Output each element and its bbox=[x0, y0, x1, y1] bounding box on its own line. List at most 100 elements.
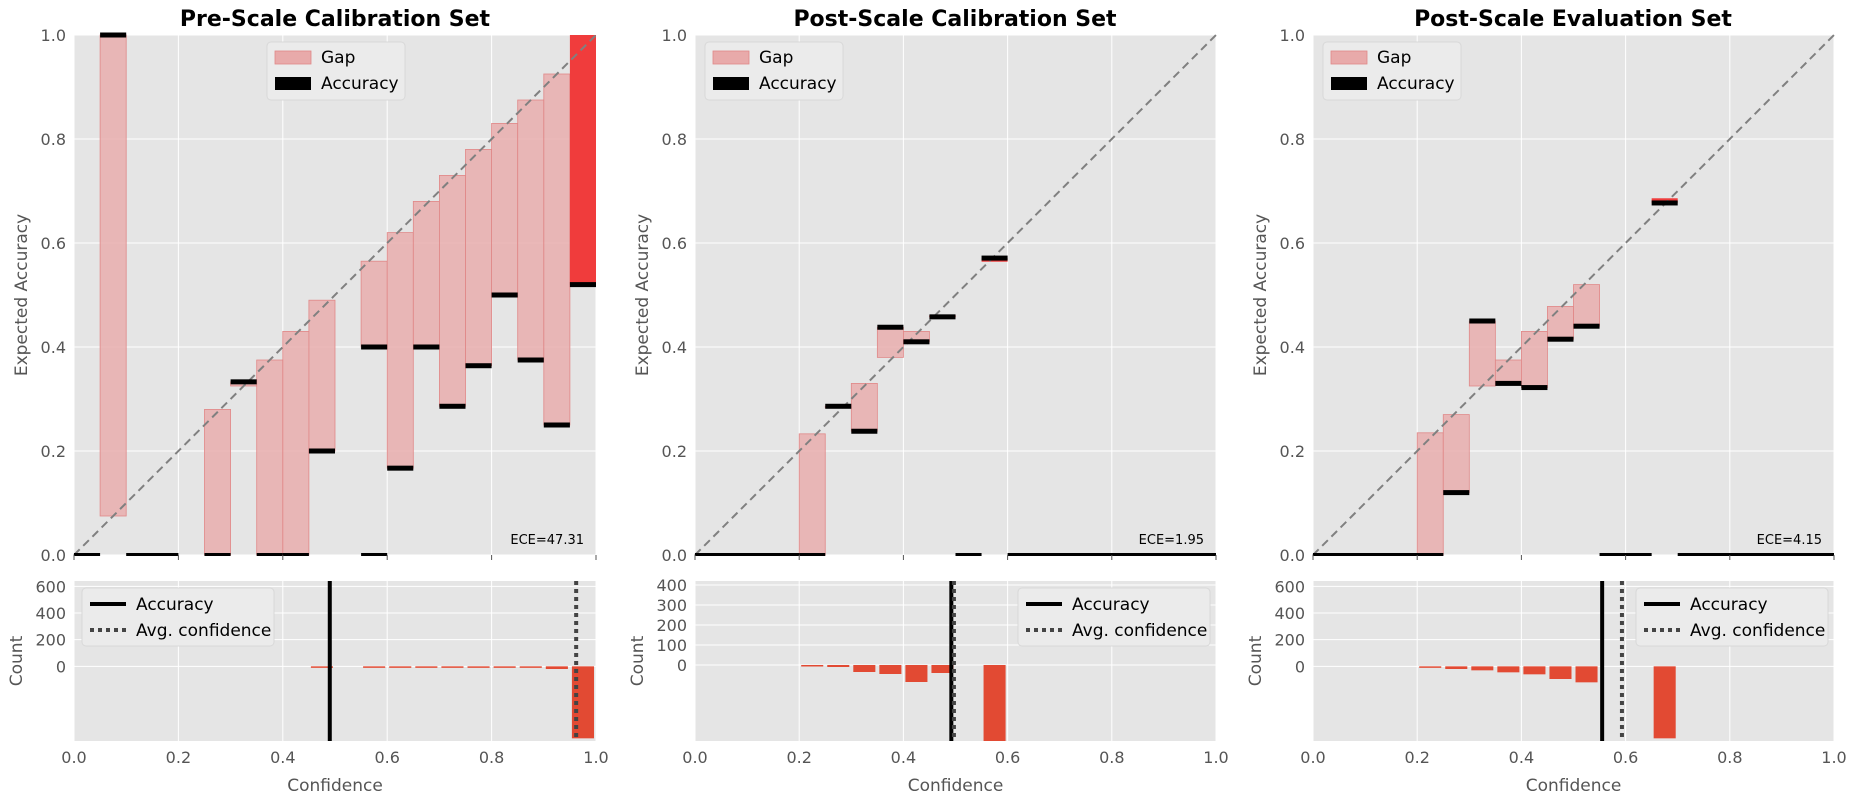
panel-1: Pre-Scale Calibration Set 0.0 0.2 0.4 0.6 0.8… bbox=[7, 7, 609, 796]
legend-accuracy-label: Accuracy bbox=[1690, 595, 1768, 615]
histogram-bar bbox=[827, 665, 850, 667]
y-tick-label: 0.2 bbox=[662, 442, 687, 461]
histogram-y-tick-label: 600 bbox=[1274, 577, 1305, 596]
histogram-bar bbox=[1549, 666, 1572, 679]
accuracy-marker bbox=[100, 32, 127, 38]
ece-label: ECE=4.15 bbox=[1757, 533, 1822, 548]
accuracy-marker-zero bbox=[74, 553, 101, 556]
histogram-bar bbox=[1445, 666, 1468, 669]
accuracy-marker bbox=[361, 344, 388, 350]
x-tick-label: 0.8 bbox=[1717, 748, 1742, 767]
accuracy-marker bbox=[569, 282, 596, 288]
accuracy-marker-zero bbox=[1599, 553, 1652, 556]
histogram-y-tick-label: 200 bbox=[1274, 631, 1305, 650]
histogram-y-tick-label: 0 bbox=[677, 656, 687, 675]
gap-bar bbox=[204, 408, 232, 556]
histogram-bar bbox=[1575, 666, 1598, 683]
legend-gap-swatch bbox=[712, 50, 750, 65]
accuracy-marker-zero bbox=[955, 553, 982, 556]
legend-accuracy-swatch bbox=[275, 77, 311, 90]
legend-accuracy-label: Accuracy bbox=[136, 595, 214, 615]
accuracy-marker bbox=[256, 553, 283, 556]
legend-top: Gap Accuracy bbox=[1322, 41, 1462, 101]
accuracy-marker bbox=[465, 363, 492, 369]
legend-histogram: Accuracy Avg. confidence bbox=[81, 587, 275, 647]
histogram-bar bbox=[415, 666, 438, 668]
x-tick-label: 0.8 bbox=[1099, 748, 1124, 767]
chart-title: Post-Scale Evaluation Set bbox=[1414, 7, 1732, 32]
accuracy-marker bbox=[1469, 318, 1496, 324]
x-tick-label: 0.6 bbox=[1613, 748, 1638, 767]
gap-bar bbox=[1416, 432, 1444, 556]
accuracy-marker bbox=[877, 324, 904, 330]
x-tick-label: 0.6 bbox=[995, 748, 1020, 767]
histogram-bar bbox=[1653, 666, 1676, 739]
gap-bar bbox=[876, 326, 904, 358]
legend-accuracy-label: Accuracy bbox=[1072, 595, 1150, 615]
accuracy-marker bbox=[1573, 323, 1600, 329]
accuracy-marker bbox=[981, 255, 1008, 261]
gap-bar bbox=[543, 73, 571, 426]
histogram-y-tick-label: 100 bbox=[656, 636, 687, 655]
y-axis-label: Expected Accuracy bbox=[12, 214, 32, 376]
y-tick-label: 0.6 bbox=[662, 234, 687, 253]
y-axis-label: Expected Accuracy bbox=[1251, 214, 1271, 376]
y-tick-label: 0.4 bbox=[1280, 338, 1305, 357]
histogram-bar bbox=[1523, 666, 1546, 675]
panel-3: Post-Scale Evaluation Set 0.0 0.2 0.4 0.6 0.8… bbox=[1246, 7, 1847, 796]
gap-bar bbox=[1573, 284, 1600, 327]
histogram-bar bbox=[441, 666, 464, 668]
y-tick-label: 0.8 bbox=[1280, 130, 1305, 149]
gap-bar bbox=[386, 232, 414, 469]
y-tick-label: 0.6 bbox=[1280, 234, 1305, 253]
x-axis-label: Confidence bbox=[1526, 776, 1622, 796]
legend-box bbox=[1017, 587, 1211, 647]
perfect-calibration-diagonal bbox=[73, 34, 597, 556]
legend-box bbox=[81, 587, 275, 647]
gap-bar bbox=[438, 174, 466, 407]
x-tick-label: 0.8 bbox=[479, 748, 504, 767]
accuracy-marker bbox=[387, 465, 414, 471]
accuracy-marker bbox=[230, 379, 257, 385]
y-tick-label: 0.8 bbox=[41, 130, 66, 149]
gap-bar bbox=[1547, 306, 1574, 340]
accuracy-marker bbox=[282, 553, 309, 556]
histogram-bar bbox=[545, 666, 568, 669]
accuracy-marker bbox=[1495, 380, 1522, 386]
gap-bar bbox=[465, 148, 493, 367]
legend-gap-swatch bbox=[274, 50, 312, 65]
legend-histogram: Accuracy Avg. confidence bbox=[1017, 587, 1211, 647]
accuracy-marker bbox=[517, 357, 544, 363]
y-tick-label: 0.2 bbox=[1280, 442, 1305, 461]
legend-accuracy-swatch bbox=[1331, 77, 1367, 90]
legend-gap-label: Gap bbox=[321, 48, 355, 68]
x-tick-label: 0.4 bbox=[270, 748, 295, 767]
legend-avg-confidence-label: Avg. confidence bbox=[136, 621, 271, 641]
y-tick-label: 1.0 bbox=[41, 26, 66, 45]
histogram-y-tick-label: 400 bbox=[656, 576, 687, 595]
gap-bar bbox=[308, 299, 336, 452]
accuracy-marker-zero bbox=[126, 553, 179, 556]
gap-bar bbox=[569, 35, 596, 285]
y-axis-label: Expected Accuracy bbox=[633, 214, 653, 376]
accuracy-marker bbox=[825, 403, 852, 409]
gap-bar bbox=[360, 260, 388, 348]
histogram-y-axis-label: Count bbox=[7, 635, 27, 686]
histogram-bar bbox=[1471, 666, 1494, 671]
gap-bar bbox=[1521, 330, 1548, 388]
x-tick-label: 1.0 bbox=[583, 748, 608, 767]
legend-avg-confidence-label: Avg. confidence bbox=[1690, 621, 1825, 641]
accuracy-marker-zero bbox=[1677, 553, 1834, 556]
histogram-y-axis-label: Count bbox=[1246, 635, 1266, 686]
accuracy-marker bbox=[413, 344, 440, 350]
x-tick-label: 1.0 bbox=[1203, 748, 1228, 767]
y-tick-label: 0.0 bbox=[662, 546, 687, 565]
y-tick-label: 0.6 bbox=[41, 234, 66, 253]
accuracy-marker bbox=[439, 403, 466, 409]
y-tick-label: 0.8 bbox=[662, 130, 687, 149]
legend-avg-confidence-label: Avg. confidence bbox=[1072, 621, 1207, 641]
legend-accuracy-label: Accuracy bbox=[321, 74, 399, 94]
histogram-bar bbox=[1497, 666, 1520, 673]
histogram-bar bbox=[983, 665, 1006, 741]
